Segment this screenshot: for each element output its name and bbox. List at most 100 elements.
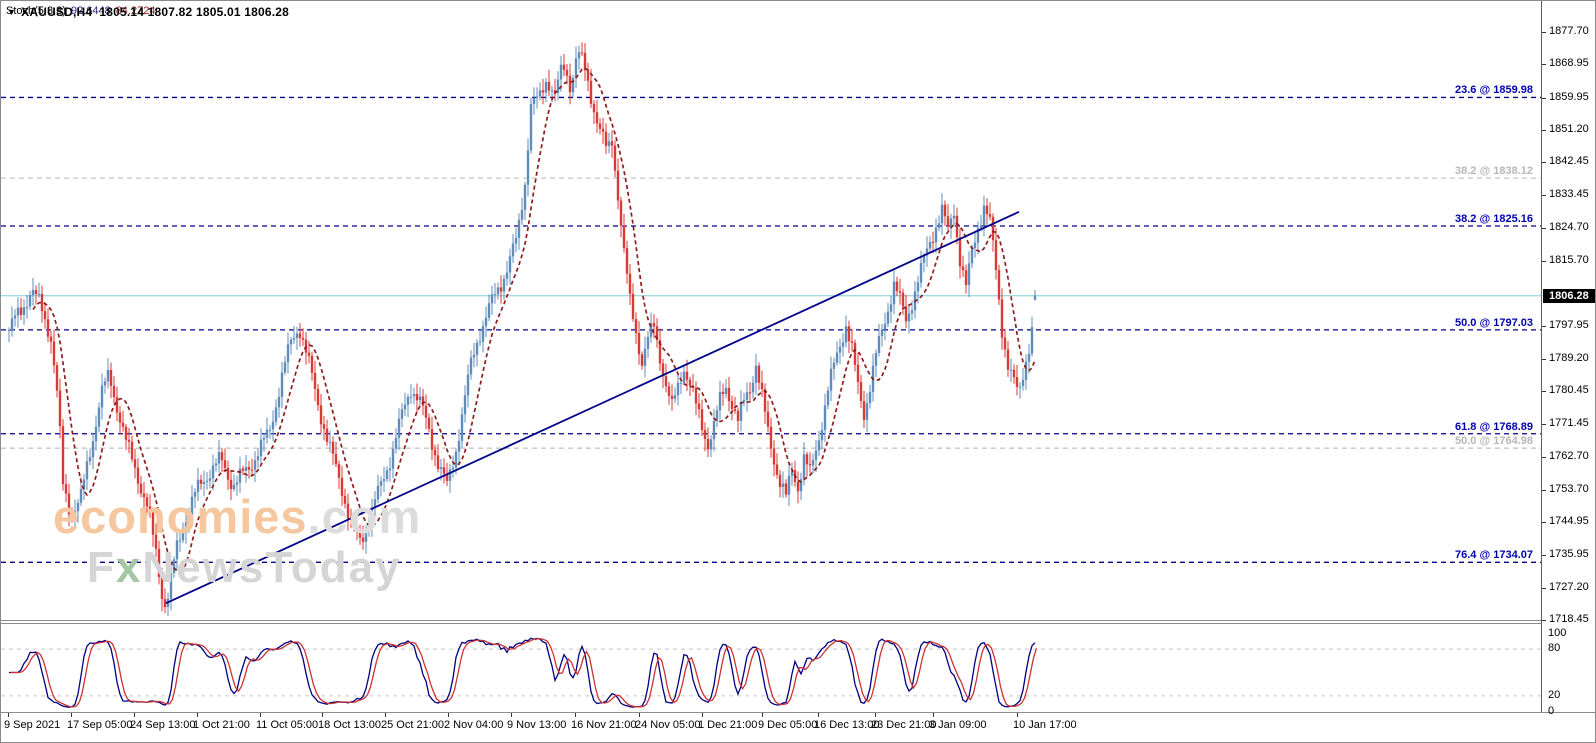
stochastic-scale-label: 80 [1548, 642, 1561, 655]
time-axis-tick [8, 713, 9, 717]
price-axis-label: 1797.95 [1549, 319, 1589, 332]
stochastic-k-line [9, 637, 1036, 708]
time-axis-label: 23 Dec 21:00 [871, 719, 937, 731]
price-axis-tick [1542, 424, 1546, 426]
ascending-trendline[interactable] [165, 210, 1020, 605]
chart-title: ▼ XAUUSD,H4 1805.14 1807.82 1805.01 1806.… [7, 5, 289, 19]
stochastic-canvas[interactable] [1, 624, 1541, 712]
price-axis-label: 1851.20 [1549, 122, 1589, 135]
price-axis-label: 1780.45 [1549, 384, 1589, 397]
fibonacci-level-label: 50.0 @ 1797.03 [1454, 316, 1533, 329]
price-axis-label: 1833.45 [1549, 188, 1589, 201]
pane-divider-line[interactable] [1, 623, 1595, 624]
price-axis-tick [1542, 260, 1546, 262]
price-axis-tick [1542, 97, 1546, 99]
time-axis-tick [134, 713, 135, 717]
stochastic-pane[interactable] [1, 624, 1541, 712]
price-axis-tick [1542, 64, 1546, 66]
price-axis-tick [1542, 522, 1546, 524]
price-axis-label: 1877.70 [1549, 25, 1589, 37]
time-axis-tick [71, 713, 72, 717]
time-axis-tick [575, 713, 576, 717]
watermark-subtitle-line: FxNewsToday [87, 546, 421, 590]
price-axis-label: 1868.95 [1549, 57, 1589, 70]
time-axis-label: 16 Nov 21:00 [571, 719, 637, 731]
price-axis-tick [1542, 129, 1546, 131]
time-axis-tick [511, 713, 512, 717]
time-axis-tick [875, 713, 876, 717]
fibonacci-level-label: 50.0 @ 1764.98 [1454, 435, 1533, 448]
time-axis-tick [702, 713, 703, 717]
stochastic-name: Stoch(5,3,3) [6, 5, 66, 17]
price-axis-label: 1727.20 [1549, 580, 1589, 593]
price-axis-label: 1744.95 [1549, 515, 1589, 528]
time-axis-label: 18 Oct 13:00 [318, 719, 381, 731]
time-axis-tick [260, 713, 261, 717]
time-axis-label: 10 Jan 17:00 [1013, 719, 1077, 731]
price-axis-tick [1542, 620, 1546, 621]
stochastic-k-value: 92.6448 [70, 5, 111, 17]
stochastic-label: Stoch(5,3,3) 92.6448 84.2724 [6, 5, 155, 17]
watermark-brand-line: economies.com [53, 493, 421, 540]
symbol-dropdown-icon[interactable]: ▼ [7, 7, 17, 17]
time-axis-label: 24 Nov 05:00 [635, 719, 701, 731]
time-axis-border [1, 712, 1595, 713]
main-chart-pane[interactable] [1, 1, 1541, 621]
time-axis-tick [818, 713, 819, 717]
price-axis-tick [1542, 32, 1546, 33]
price-axis-tick [1542, 587, 1546, 589]
time-axis-tick [1017, 713, 1018, 717]
watermark: economies.com FxNewsToday [53, 493, 421, 590]
current-price-tag: 1806.28 [1543, 288, 1595, 303]
time-axis-tick [639, 713, 640, 717]
time-axis-tick [762, 713, 763, 717]
price-axis-label: 1815.70 [1549, 253, 1589, 266]
down-bars-bodies [19, 52, 1019, 607]
price-axis-label: 1771.45 [1549, 417, 1589, 430]
time-axis-tick [197, 713, 198, 717]
time-axis-label: 16 Dec 13:00 [814, 719, 880, 731]
price-axis[interactable]: 1877.70 1868.95 1859.95 1851.20 1842.45 1833.… [1541, 1, 1595, 712]
time-axis-label: 1 Oct 21:00 [193, 719, 250, 731]
watermark-brand: economies [53, 490, 308, 543]
price-axis-tick [1542, 358, 1546, 360]
time-axis-label: 3 Jan 09:00 [929, 719, 987, 731]
fibonacci-level-label: 76.4 @ 1734.07 [1454, 549, 1533, 562]
time-axis-tick [448, 713, 449, 717]
price-axis-label: 1753.70 [1549, 482, 1589, 495]
fibonacci-level-label: 38.2 @ 1838.12 [1454, 165, 1533, 178]
moving-average-line[interactable] [32, 67, 1036, 573]
time-axis-tick [385, 713, 386, 717]
price-axis-label: 1824.70 [1549, 220, 1589, 233]
watermark-domain: .com [307, 490, 422, 543]
fibonacci-level-label: 61.8 @ 1768.89 [1454, 420, 1533, 433]
stochastic-d-value: 84.2724 [115, 5, 156, 17]
price-chart-canvas[interactable] [1, 1, 1541, 621]
time-axis-label: 9 Nov 13:00 [507, 719, 567, 731]
price-axis-tick [1542, 555, 1546, 557]
time-axis[interactable]: 9 Sep 2021 17 Sep 05:00 24 Sep 13:00 1 Oct … [1, 713, 1595, 742]
time-axis-label: 24 Sep 13:00 [130, 719, 196, 731]
fibonacci-level-label: 38.2 @ 1825.16 [1454, 212, 1533, 225]
time-axis-tick [933, 713, 934, 717]
price-axis-tick [1542, 227, 1546, 229]
price-axis-tick [1542, 391, 1546, 393]
price-axis-tick [1542, 456, 1546, 458]
pane-divider-line[interactable] [1, 620, 1595, 621]
time-axis-label: 9 Dec 05:00 [758, 719, 818, 731]
price-axis-tick [1542, 489, 1546, 491]
stochastic-scale-label: 20 [1548, 688, 1561, 701]
price-axis-label: 1735.95 [1549, 548, 1589, 561]
time-axis-tick [322, 713, 323, 717]
watermark-rest: NewsToday [142, 543, 402, 592]
time-axis-label: 2 Nov 04:00 [444, 719, 504, 731]
time-axis-label: 11 Oct 05:00 [256, 719, 319, 731]
price-axis-label: 1789.20 [1549, 351, 1589, 364]
price-axis-label: 1762.70 [1549, 449, 1589, 462]
price-axis-tick [1542, 326, 1546, 328]
symbol-period-label: XAUUSD,H4 [21, 5, 93, 19]
watermark-f: F [87, 543, 116, 592]
price-axis-tick [1542, 162, 1546, 164]
price-axis-label: 1842.45 [1549, 155, 1589, 168]
